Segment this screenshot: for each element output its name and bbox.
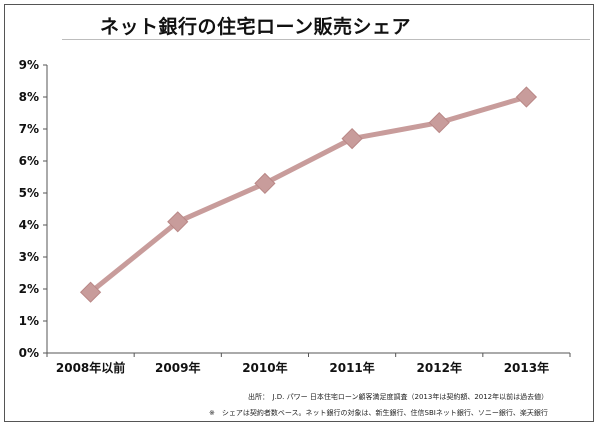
x-tick-label: 2012年 — [417, 360, 462, 375]
y-tick-labels: 0% 1% 2% 3% 4% 5% 6% 7% 8% 9% — [19, 58, 47, 360]
x-tick-label: 2010年 — [242, 360, 287, 375]
y-tick-label: 6% — [19, 154, 39, 168]
y-tick-label: 0% — [19, 346, 39, 360]
series-layer — [79, 86, 538, 303]
data-point-marker — [79, 281, 102, 303]
data-point-marker — [341, 127, 363, 150]
chart-title: ネット銀行の住宅ローン販売シェア — [100, 16, 412, 38]
series-line — [88, 94, 529, 295]
data-point-marker — [515, 86, 538, 108]
chart-frame — [4, 4, 594, 422]
y-tick-label: 5% — [19, 186, 39, 200]
x-tick-label: 2013年 — [504, 360, 549, 375]
y-tick-label: 3% — [19, 250, 39, 264]
y-tick-label: 8% — [19, 90, 39, 104]
data-point-marker — [254, 172, 276, 195]
x-tick-label: 2009年 — [155, 360, 200, 375]
title-divider — [62, 39, 590, 40]
y-tick-label: 4% — [19, 218, 39, 232]
x-tick-label: 2008年以前 — [56, 360, 125, 375]
y-tick-label: 1% — [19, 314, 39, 328]
data-point-marker — [167, 211, 189, 233]
y-tick-label: 7% — [19, 122, 39, 136]
x-tick-label: 2011年 — [329, 360, 374, 375]
y-tick-label: 2% — [19, 282, 39, 296]
x-tick-labels: 2008年以前 2009年 2010年 2011年 2012年 2013年 — [46, 353, 571, 375]
data-point-marker — [428, 111, 450, 134]
y-tick-label: 9% — [19, 58, 39, 72]
